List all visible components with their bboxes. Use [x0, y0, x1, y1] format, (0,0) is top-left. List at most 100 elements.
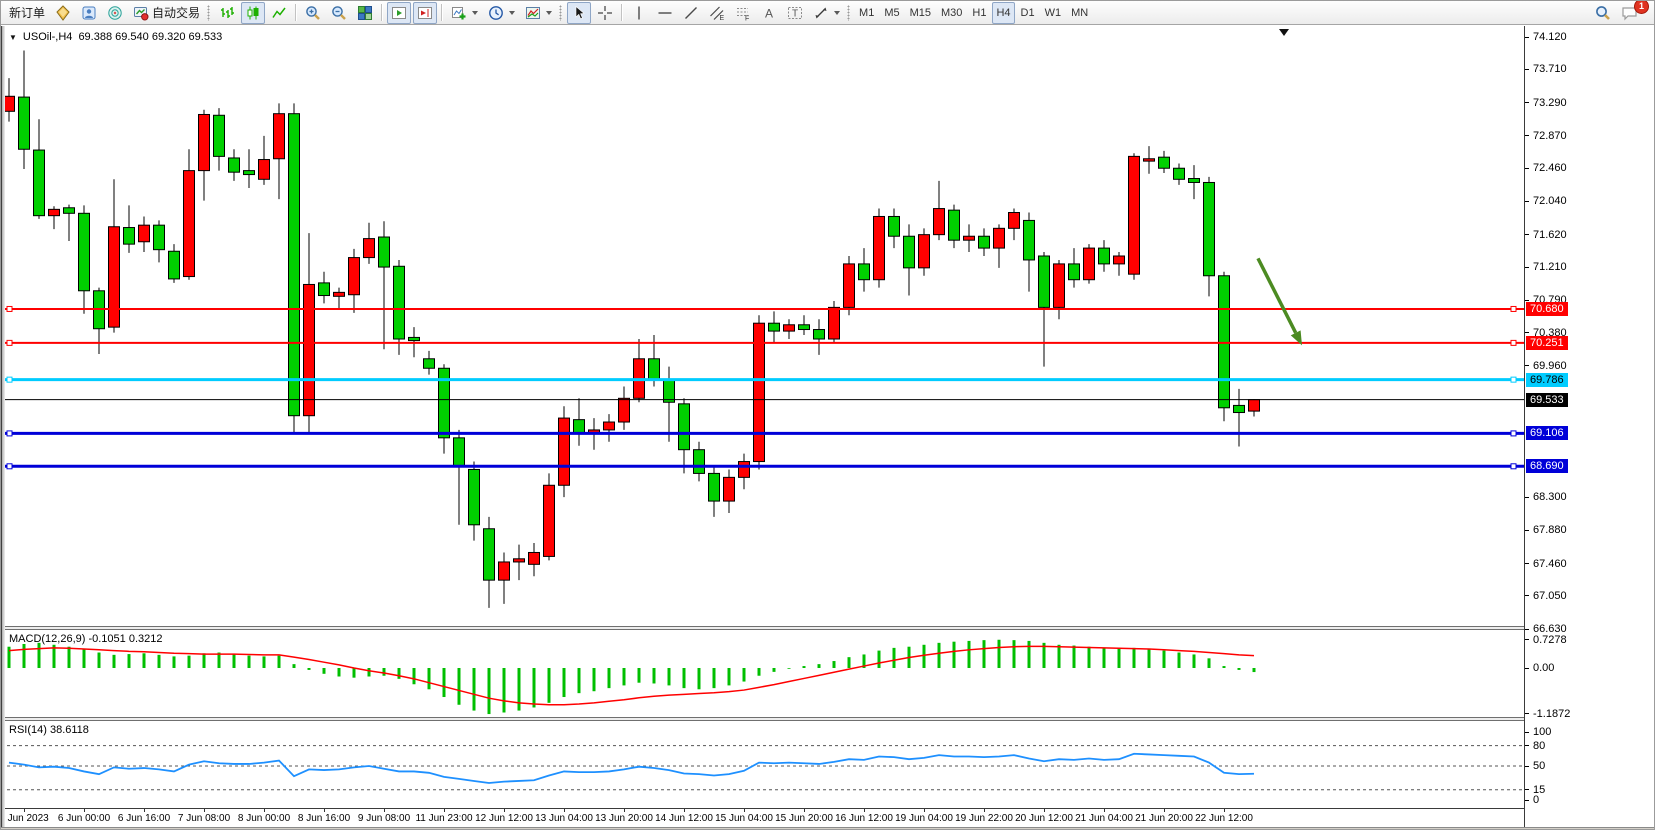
- price-chart-panel[interactable]: ▼ USOil-,H4 69.388 69.540 69.320 69.533: [1, 26, 1524, 626]
- vertical-line-button[interactable]: [627, 2, 651, 24]
- crosshair-button[interactable]: [593, 2, 617, 24]
- bear-candle: [438, 367, 450, 439]
- symbol-dropdown-icon[interactable]: ▼: [9, 32, 17, 42]
- line-handle[interactable]: [1510, 463, 1517, 470]
- timeframe-m15[interactable]: M15: [906, 2, 935, 24]
- toolbar-grip[interactable]: [559, 4, 563, 21]
- line-chart-button[interactable]: [267, 2, 291, 24]
- new-order-button[interactable]: 新订单: [5, 2, 49, 24]
- time-tick-label: 15 Jun 20:00: [775, 813, 833, 824]
- data-window-button[interactable]: [77, 2, 101, 24]
- bull-candle: [558, 417, 570, 486]
- bear-candle: [1203, 181, 1215, 277]
- crosshair-icon: [598, 5, 613, 20]
- price-level-flag[interactable]: 70.680: [1526, 301, 1568, 316]
- arrows-button[interactable]: [809, 2, 844, 24]
- trendline-icon: [685, 6, 698, 19]
- macd-chart: [7, 639, 1256, 715]
- svg-text:F: F: [745, 15, 749, 21]
- timeframe-label: H1: [972, 6, 987, 19]
- time-tick-label: 20 Jun 12:00: [1015, 813, 1073, 824]
- market-signals-button[interactable]: [103, 2, 127, 24]
- trend-arrow-head[interactable]: [1290, 330, 1302, 346]
- trendline-button[interactable]: [679, 2, 703, 24]
- timeframe-mn[interactable]: MN: [1067, 2, 1092, 24]
- bear-candle: [768, 322, 780, 332]
- bar-chart-button[interactable]: [215, 2, 239, 24]
- macd-panel[interactable]: MACD(12,26,9) -0.1051 0.3212: [1, 630, 1524, 717]
- bear-candle: [978, 235, 990, 249]
- line-handle[interactable]: [6, 305, 13, 312]
- line-handle[interactable]: [6, 339, 13, 346]
- cursor-button[interactable]: [567, 1, 592, 24]
- line-handle[interactable]: [6, 376, 13, 383]
- toolbar-grip[interactable]: [207, 4, 211, 21]
- time-tick-label: 22 Jun 12:00: [1195, 813, 1253, 824]
- time-tick-label: 13 Jun 04:00: [535, 813, 593, 824]
- timeframe-label: M15: [909, 6, 931, 19]
- line-handle[interactable]: [6, 430, 13, 437]
- price-level-flag[interactable]: 69.106: [1526, 426, 1568, 441]
- line-handle[interactable]: [6, 463, 13, 470]
- auto-scroll-button[interactable]: [387, 1, 412, 24]
- notifications-button[interactable]: 1: [1617, 1, 1649, 24]
- time-axis[interactable]: 5 Jun 2023 6 Jun 00:00 6 Jun 16:00 7 Jun 08…: [1, 808, 1524, 828]
- price-level-flag[interactable]: 68.690: [1526, 459, 1568, 474]
- price-level-flag[interactable]: 69.533: [1526, 392, 1568, 407]
- time-tick-label: 9 Jun 08:00: [357, 813, 411, 824]
- candlestick-chart-button[interactable]: [241, 1, 266, 24]
- bull-candle: [1083, 247, 1095, 281]
- auto-trading-button[interactable]: 自动交易: [129, 2, 204, 24]
- timeframe-m1[interactable]: M1: [855, 2, 878, 24]
- arrows-icon: [815, 7, 827, 18]
- timeframe-h1[interactable]: H1: [968, 2, 990, 24]
- price-axis[interactable]: 74.120 73.710 73.290 72.870 72.460 72.040 71.6…: [1524, 26, 1654, 827]
- text-label-button[interactable]: T: [783, 2, 807, 24]
- price-tick-mark: [1525, 628, 1529, 630]
- chart-shift-button[interactable]: [413, 1, 438, 24]
- price-level-flag[interactable]: 69.786: [1526, 372, 1568, 387]
- price-tick-mark: [1525, 135, 1529, 137]
- line-handle[interactable]: [1510, 430, 1517, 437]
- toolbar-grip[interactable]: [847, 4, 851, 21]
- rsi-panel[interactable]: RSI(14) 38.6118: [1, 721, 1524, 808]
- line-handle[interactable]: [1510, 339, 1517, 346]
- search-button[interactable]: [1591, 2, 1615, 24]
- zoom-out-button[interactable]: [327, 2, 351, 24]
- periods-button[interactable]: [484, 2, 519, 24]
- timeframe-m5[interactable]: M5: [880, 2, 903, 24]
- rsi-tick-mark: [1525, 799, 1529, 801]
- timeframe-w1[interactable]: W1: [1041, 2, 1066, 24]
- bear-candle: [1218, 275, 1230, 409]
- bull-candle: [618, 397, 630, 423]
- toolbar-separator: [381, 4, 384, 21]
- bear-candle: [678, 403, 690, 451]
- bear-candle: [1233, 404, 1245, 414]
- indicators-button[interactable]: [447, 2, 482, 24]
- zoom-in-button[interactable]: [301, 2, 325, 24]
- market-watch-button[interactable]: [51, 2, 75, 24]
- tile-windows-button[interactable]: [353, 2, 377, 24]
- bear-candle: [1038, 255, 1050, 308]
- bull-candle: [108, 226, 120, 328]
- text-button[interactable]: A: [757, 2, 781, 24]
- panel-separator[interactable]: [1, 626, 1524, 630]
- timeframe-h4[interactable]: H4: [992, 1, 1015, 24]
- timeframe-m30[interactable]: M30: [937, 2, 966, 24]
- trend-arrow-shaft[interactable]: [1256, 257, 1298, 334]
- timeframe-d1[interactable]: D1: [1017, 2, 1039, 24]
- line-handle[interactable]: [1510, 305, 1517, 312]
- time-tick-label: 8 Jun 00:00: [237, 813, 291, 824]
- price-level-flag[interactable]: 70.251: [1526, 335, 1568, 350]
- equidistant-channel-button[interactable]: E: [705, 2, 729, 24]
- panel-separator[interactable]: [1, 717, 1524, 721]
- bull-candle: [1248, 399, 1260, 412]
- templates-button[interactable]: [521, 2, 556, 24]
- horizontal-line-button[interactable]: [653, 2, 677, 24]
- line-handle[interactable]: [1510, 376, 1517, 383]
- top-marker-icon[interactable]: [1279, 29, 1289, 36]
- bull-candle: [723, 476, 735, 502]
- bar-chart-icon: [221, 6, 235, 18]
- fibonacci-button[interactable]: F: [731, 2, 755, 24]
- price-tick-label: 67.880: [1533, 524, 1567, 537]
